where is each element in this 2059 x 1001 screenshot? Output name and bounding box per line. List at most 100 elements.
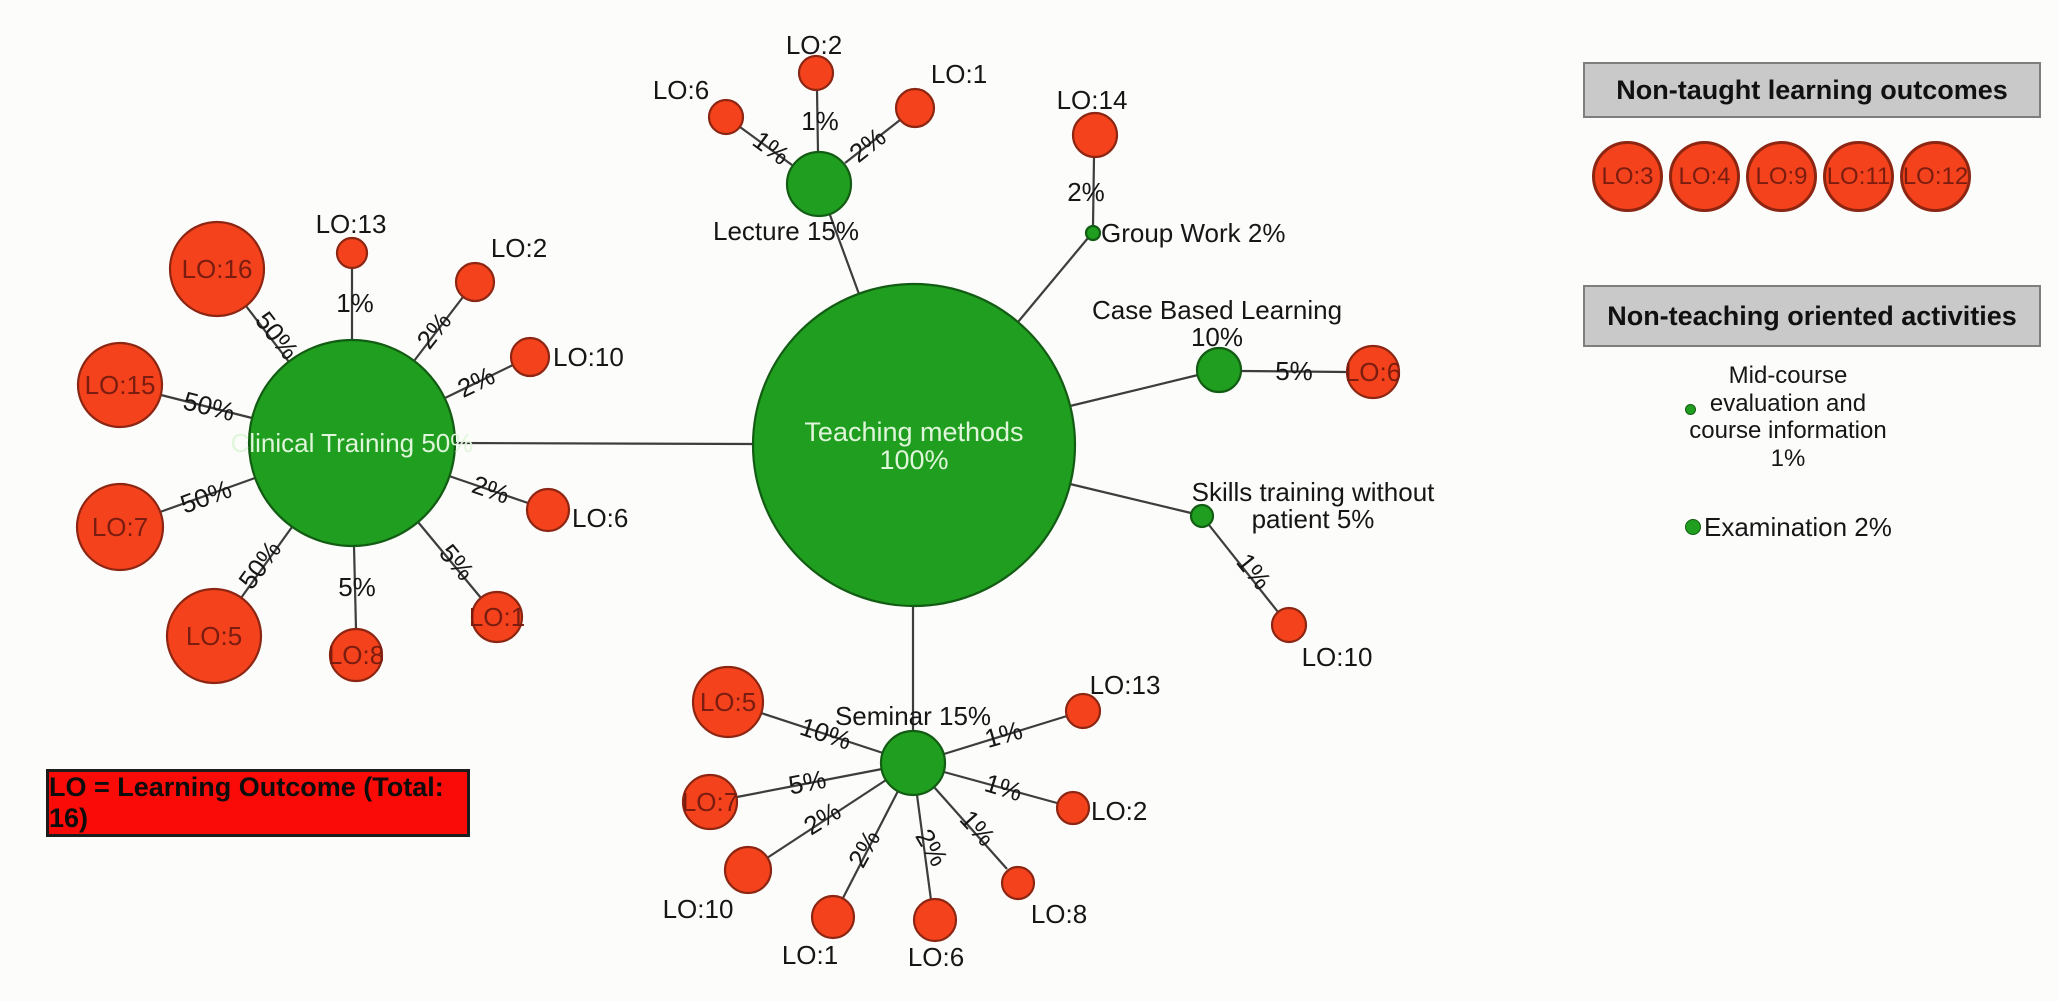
edge-clinical-lo7 xyxy=(159,476,256,514)
lecture-label: Lecture 15% xyxy=(713,216,859,246)
edge-label-seminar-lo1: 2% xyxy=(842,825,886,872)
edge-seminar-lo5 xyxy=(760,711,884,755)
seminar-lo6-label: LO:6 xyxy=(908,942,964,972)
clinical-lo5-node xyxy=(165,587,263,685)
edge-teaching-cbl xyxy=(1069,373,1199,408)
clinical-lo6-node xyxy=(525,487,571,533)
mid-course-dot-icon xyxy=(1685,404,1696,415)
edge-seminar-lo13 xyxy=(943,714,1068,756)
edge-groupwork-lo14 xyxy=(1091,156,1096,227)
non-taught-outcomes-row: LO:3 LO:4 LO:9 LO:11 LO:12 xyxy=(1592,141,1971,212)
lecture-lo6-label: LO:6 xyxy=(653,75,709,105)
seminar-lo5-label: LO:5 xyxy=(700,687,756,717)
lecture-lo6-node xyxy=(707,98,745,136)
non-taught-outcomes-header: Non-taught learning outcomes xyxy=(1583,62,2041,118)
clinical-training-node xyxy=(247,338,457,548)
clinical-lo13-node xyxy=(335,236,369,270)
edge-label-lecture-lo1: 2% xyxy=(843,122,891,169)
clinical-lo1-node xyxy=(470,590,524,644)
edge-cbl-lo6 xyxy=(1240,369,1348,374)
seminar-lo7-node xyxy=(681,773,739,831)
clinical-lo6-label: LO:6 xyxy=(572,503,628,533)
seminar-lo13-label: LO:13 xyxy=(1090,670,1161,700)
edge-label-lecture-lo6: 1% xyxy=(747,125,795,171)
non-taught-outcome-circle: LO:11 xyxy=(1823,141,1894,212)
lecture-node xyxy=(785,150,853,218)
seminar-lo13-node xyxy=(1064,692,1102,730)
group-work-label: Group Work 2% xyxy=(1101,218,1285,248)
clinical-lo13-label: LO:13 xyxy=(316,209,387,239)
group-work-lo14-label: LO:14 xyxy=(1057,85,1128,115)
cbl-lo6-node xyxy=(1345,344,1401,400)
edge-label-cbl-lo6: 5% xyxy=(1275,356,1313,386)
lecture-lo1-label: LO:1 xyxy=(931,59,987,89)
case-based-learning-node xyxy=(1195,346,1243,394)
examination-label: Examination 2% xyxy=(1704,512,1892,542)
edge-clinical-lo16 xyxy=(245,305,290,363)
clinical-lo8-node xyxy=(328,627,384,683)
skills-lo10-node xyxy=(1270,606,1308,644)
skills-training-node xyxy=(1189,503,1215,529)
seminar-lo1-node xyxy=(810,894,856,940)
clinical-lo16-label: LO:16 xyxy=(182,254,253,284)
seminar-label: Seminar 15% xyxy=(835,701,991,731)
edge-label-skills-lo10: 1% xyxy=(1231,547,1278,595)
clinical-lo15-node xyxy=(76,341,164,429)
non-taught-outcome-circle: LO:12 xyxy=(1900,141,1971,212)
non-taught-outcome-circle: LO:4 xyxy=(1669,141,1740,212)
edge-label-clinical-lo13: 1% xyxy=(336,288,374,318)
skills-training-label: Skills training without xyxy=(1192,477,1436,507)
edge-lecture-lo6 xyxy=(739,126,793,166)
cbl-lo6-label: LO:6 xyxy=(1345,357,1401,387)
edge-label-clinical-lo15: 50% xyxy=(180,385,238,427)
edge-lecture-lo2 xyxy=(815,89,820,153)
edge-clinical-lo2 xyxy=(413,296,464,362)
edge-label-seminar-lo8: 1% xyxy=(954,804,1001,852)
non-taught-outcome-circle: LO:9 xyxy=(1746,141,1817,212)
edge-seminar-lo6 xyxy=(915,794,933,901)
edge-seminar-lo7 xyxy=(736,767,883,799)
seminar-lo2-node xyxy=(1055,790,1091,826)
lecture-lo2-node xyxy=(797,54,835,92)
teaching-methods-node xyxy=(751,282,1077,608)
seminar-lo6-node xyxy=(912,897,958,943)
seminar-lo10-node xyxy=(723,845,773,895)
seminar-lo1-label: LO:1 xyxy=(782,940,838,970)
seminar-lo8-node xyxy=(1000,865,1036,901)
edge-clinical-lo1 xyxy=(417,521,482,599)
non-teaching-activities-header: Non-teaching oriented activities xyxy=(1583,285,2041,347)
clinical-lo2-node xyxy=(454,261,496,303)
edge-label-seminar-lo10: 2% xyxy=(798,796,846,841)
edge-clinical-teaching xyxy=(454,441,754,446)
non-taught-outcome-circle: LO:3 xyxy=(1592,141,1663,212)
edge-clinical-lo8 xyxy=(352,545,358,630)
edge-seminar-lo1 xyxy=(842,790,899,899)
case-based-learning-label: 10% xyxy=(1191,322,1243,352)
edge-clinical-lo10 xyxy=(444,364,514,399)
edge-teaching-lecture xyxy=(828,214,861,295)
edge-label-clinical-lo8: 5% xyxy=(338,572,376,602)
group-work-lo14-node xyxy=(1071,111,1119,159)
edge-label-clinical-lo10: 2% xyxy=(453,360,500,403)
edge-label-seminar-lo6: 2% xyxy=(909,824,954,872)
clinical-lo1-label: LO:1 xyxy=(469,602,525,632)
edge-clinical-lo15 xyxy=(160,393,253,420)
clinical-lo7-label: LO:7 xyxy=(92,512,148,542)
lecture-lo1-node xyxy=(894,87,936,129)
edge-label-clinical-lo7: 50% xyxy=(176,474,235,520)
clinical-lo8-label: LO:8 xyxy=(328,640,384,670)
edge-label-seminar-lo7: 5% xyxy=(786,764,829,801)
lecture-lo2-label: LO:2 xyxy=(786,30,842,60)
seminar-lo8-label: LO:8 xyxy=(1031,899,1087,929)
edge-label-lecture-lo2: 1% xyxy=(801,106,839,136)
teaching-methods-label: 100% xyxy=(879,445,948,475)
seminar-lo2-label: LO:2 xyxy=(1091,796,1147,826)
skills-training-label: patient 5% xyxy=(1252,504,1375,534)
examination-dot-icon xyxy=(1685,519,1701,535)
skills-lo10-label: LO:10 xyxy=(1302,642,1373,672)
clinical-training-label: Clinical Training 50% xyxy=(231,428,474,458)
edge-teaching-skills xyxy=(1069,482,1192,515)
clinical-lo10-label: LO:10 xyxy=(553,342,624,372)
